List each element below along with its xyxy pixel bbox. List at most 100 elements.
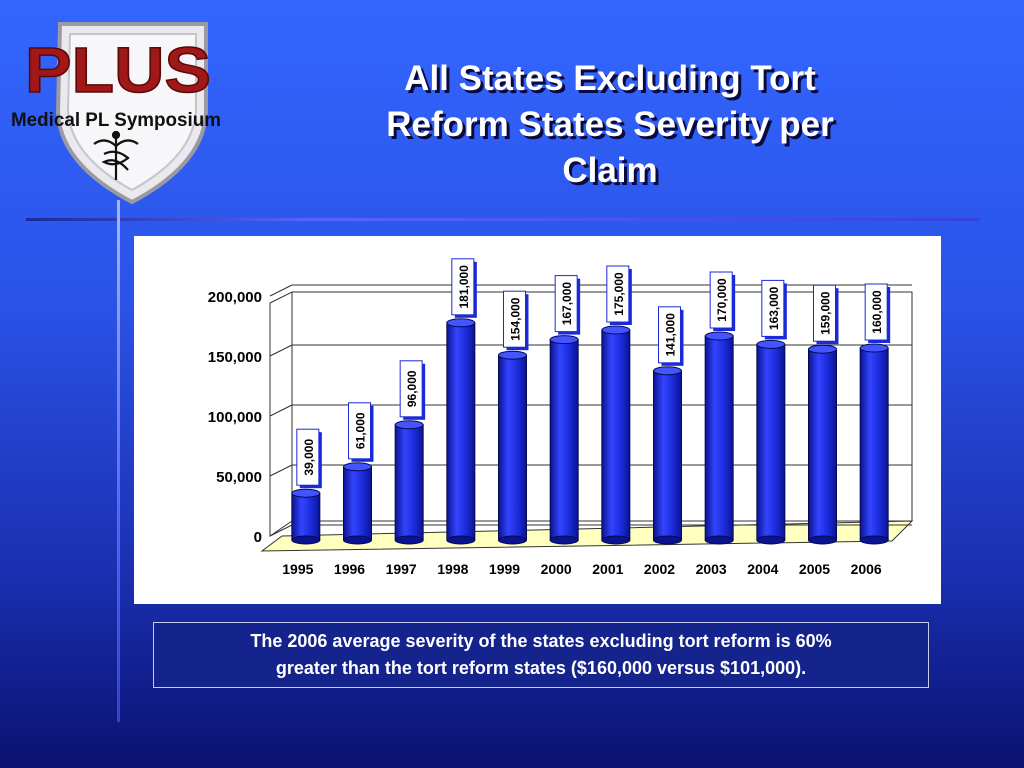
bar bbox=[343, 462, 372, 545]
x-tick-label: 2000 bbox=[541, 561, 572, 577]
bar bbox=[549, 335, 579, 545]
x-tick-label: 2001 bbox=[592, 561, 623, 577]
bar-base bbox=[446, 535, 476, 545]
plot-area: 0 50,000 100,000 150,000 200,000 39,000 1995 61… bbox=[208, 258, 914, 577]
bar-body bbox=[498, 354, 527, 541]
data-label-box bbox=[554, 275, 578, 333]
bar bbox=[446, 318, 476, 545]
bar-base bbox=[498, 535, 527, 545]
x-tick-label: 2002 bbox=[644, 561, 675, 577]
x-tick-label: 1997 bbox=[386, 561, 417, 577]
gridline-side bbox=[269, 344, 293, 357]
bar-base bbox=[808, 535, 837, 545]
y-tick-label: 50,000 bbox=[216, 469, 262, 486]
caption-line: The 2006 average severity of the states … bbox=[250, 631, 832, 651]
bar-chart: 0 50,000 100,000 150,000 200,000 39,000 1995 61… bbox=[208, 258, 914, 577]
data-label: 159,000 bbox=[819, 291, 833, 335]
bar bbox=[394, 420, 424, 545]
data-label: 154,000 bbox=[509, 297, 523, 341]
x-tick-label: 1998 bbox=[437, 561, 468, 577]
y-tick-label: 200,000 bbox=[208, 289, 262, 306]
data-label-box bbox=[709, 271, 733, 329]
bar-base bbox=[549, 535, 579, 545]
bar-top bbox=[756, 339, 786, 349]
bar-body bbox=[394, 424, 424, 541]
chart-panel: 0 50,000 100,000 150,000 200,000 39,000 1995 61… bbox=[134, 236, 941, 604]
y-tick-label: 150,000 bbox=[208, 349, 262, 366]
data-label-box bbox=[451, 258, 475, 316]
bar bbox=[859, 343, 889, 545]
caption-line: greater than the tort reform states ($16… bbox=[275, 658, 807, 678]
bar-body bbox=[601, 329, 631, 541]
bar bbox=[498, 350, 527, 545]
data-label: 160,000 bbox=[870, 290, 884, 334]
bar-top bbox=[549, 335, 579, 345]
data-label: 181,000 bbox=[457, 265, 471, 309]
chart-floor bbox=[260, 520, 914, 552]
bar-base bbox=[859, 535, 889, 545]
data-label: 170,000 bbox=[715, 278, 729, 322]
x-tick-label: 2003 bbox=[696, 561, 727, 577]
data-label: 175,000 bbox=[612, 272, 626, 316]
bar bbox=[756, 339, 786, 545]
data-label-box bbox=[606, 265, 630, 323]
bar-top bbox=[653, 366, 682, 376]
title-line: Reform States Severity per bbox=[386, 105, 834, 144]
bar-body bbox=[653, 370, 682, 541]
logo-brand: PLUS bbox=[25, 34, 211, 106]
title-line: All States Excluding Tort bbox=[404, 59, 816, 98]
data-label-box bbox=[761, 279, 785, 337]
slide-title: All States Excluding Tort Reform States … bbox=[290, 56, 930, 194]
caduceus-icon bbox=[93, 130, 139, 180]
gridline-side bbox=[269, 464, 293, 477]
x-tick-label: 1995 bbox=[282, 561, 313, 577]
caption-box: The 2006 average severity of the states … bbox=[153, 622, 929, 688]
bar bbox=[291, 488, 321, 545]
bar-body bbox=[859, 347, 889, 541]
bar-base bbox=[704, 535, 734, 545]
bar bbox=[808, 344, 837, 545]
bar-base bbox=[653, 535, 682, 545]
bar-body bbox=[446, 322, 476, 541]
logo-subtitle: Medical PL Symposium bbox=[11, 110, 221, 131]
bar bbox=[653, 366, 682, 545]
bar bbox=[601, 325, 631, 545]
bar-body bbox=[704, 335, 734, 541]
data-label: 61,000 bbox=[354, 412, 368, 449]
data-label: 163,000 bbox=[767, 286, 781, 330]
bar bbox=[704, 331, 734, 545]
gridline-side bbox=[269, 524, 293, 537]
data-label-box bbox=[399, 360, 423, 418]
vertical-divider bbox=[117, 200, 120, 722]
bar-body bbox=[756, 343, 786, 541]
plus-logo: PLUS Medical PL Symposium bbox=[8, 14, 230, 206]
data-label-box bbox=[348, 402, 371, 460]
bar-base bbox=[601, 535, 631, 545]
bar-base bbox=[291, 535, 321, 545]
data-label: 141,000 bbox=[664, 313, 678, 357]
bar-top bbox=[808, 344, 837, 354]
x-tick-label: 2004 bbox=[747, 561, 778, 577]
data-label: 167,000 bbox=[560, 282, 574, 326]
bar-top bbox=[446, 318, 476, 328]
x-tick-label: 2006 bbox=[851, 561, 882, 577]
data-label-box bbox=[503, 290, 526, 348]
data-label-box bbox=[296, 428, 320, 486]
bar-top bbox=[291, 488, 321, 498]
gridline-side bbox=[269, 284, 293, 297]
bar-top bbox=[343, 462, 372, 472]
bar-body bbox=[549, 339, 579, 541]
data-label-box bbox=[864, 283, 888, 341]
bar-body bbox=[343, 466, 372, 541]
bar-body bbox=[808, 348, 837, 541]
data-label: 39,000 bbox=[302, 439, 316, 476]
x-tick-label: 1996 bbox=[334, 561, 365, 577]
bar-top bbox=[704, 331, 734, 341]
data-label: 96,000 bbox=[405, 370, 419, 407]
bar-top bbox=[859, 343, 889, 353]
gridline-side bbox=[269, 404, 293, 417]
y-tick-label: 100,000 bbox=[208, 409, 262, 426]
data-label-box bbox=[658, 306, 681, 364]
x-tick-label: 2005 bbox=[799, 561, 830, 577]
bar-base bbox=[343, 535, 372, 545]
